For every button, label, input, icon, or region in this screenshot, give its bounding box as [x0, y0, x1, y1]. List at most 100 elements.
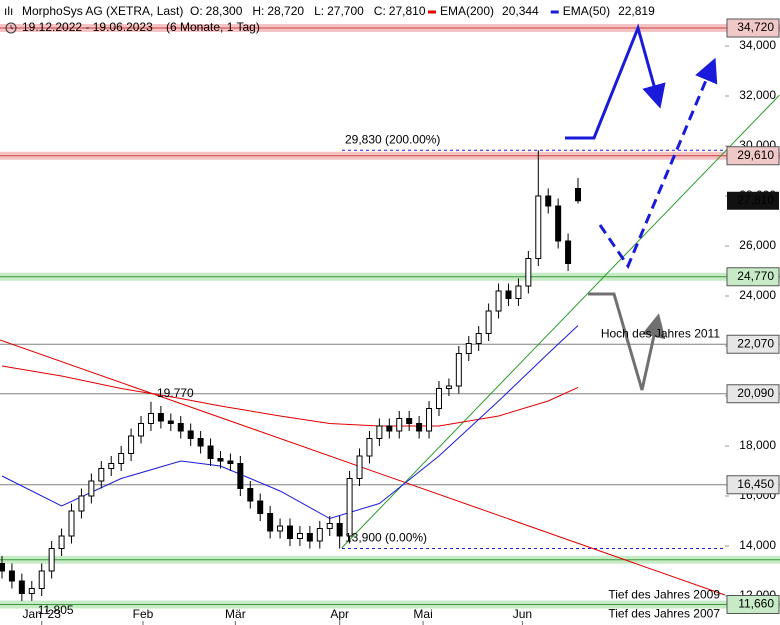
candle-body — [187, 430, 194, 439]
candle-body — [267, 513, 274, 532]
quote-label: C: — [374, 4, 386, 18]
y-tick-label: 34,000 — [739, 38, 776, 52]
level-label: 11,660 — [738, 597, 774, 611]
arrow-scenario — [598, 57, 718, 270]
x-tick-label: Jun — [513, 607, 532, 621]
labels: Hoch des Jahres 2011 Tief des Jahres 2009… — [38, 132, 721, 620]
candle-body — [376, 425, 383, 439]
arrow-scenario — [565, 23, 666, 140]
x-tick-label: Jan '23 — [23, 607, 62, 621]
candle-body — [455, 353, 462, 387]
quote-value: 27,700 — [327, 4, 364, 18]
levels — [0, 24, 780, 609]
level-label-box — [726, 334, 780, 354]
candle-body — [58, 535, 65, 549]
candle-body — [18, 580, 25, 594]
candle-body — [177, 423, 184, 432]
ema-line — [1, 325, 579, 520]
candle-body — [227, 460, 234, 464]
axis: 12,00014,00016,00018,00020,00022,00024,0… — [23, 18, 780, 625]
candle-body — [118, 453, 125, 464]
candle-body — [475, 333, 482, 344]
candle-body — [336, 523, 343, 537]
candle-body — [575, 188, 582, 202]
candle-body — [386, 425, 393, 432]
candle-body — [445, 385, 452, 389]
level-note: Hoch des Jahres 2011 — [601, 326, 721, 340]
candle-body — [406, 418, 413, 424]
candle-body — [277, 525, 284, 532]
arrow-scenario — [588, 292, 666, 391]
level-label: 34,720 — [737, 20, 774, 34]
candle-body — [128, 435, 135, 454]
legend-label: EMA(50) — [563, 4, 610, 18]
candle-body — [287, 525, 293, 539]
candle-body — [138, 423, 145, 437]
legend-value: 22,819 — [618, 4, 655, 18]
candle-body — [515, 285, 522, 299]
x-tick-label: Mai — [413, 607, 432, 621]
candle-body — [426, 408, 433, 432]
y-tick-label: 26,000 — [739, 238, 776, 252]
candle-body — [306, 533, 313, 542]
level-label-box — [726, 146, 780, 166]
candle-body — [147, 413, 154, 424]
level-label-box — [726, 267, 780, 287]
candle-body — [167, 420, 174, 424]
candle-body — [8, 570, 15, 582]
candles — [0, 150, 582, 601]
y-tick-label: 14,000 — [739, 538, 776, 552]
header: ılı MorphoSys AG (XETRA, Last) 19.12.202… — [4, 4, 655, 34]
candle-body — [0, 563, 5, 572]
last-price-box — [727, 191, 779, 210]
candle-body — [108, 463, 115, 469]
fib-label: 29,830 (200.00%) — [345, 132, 440, 146]
y-tick-label: 24,000 — [739, 288, 776, 302]
period: (6 Monate, 1 Tag) — [166, 20, 260, 34]
quote-label: L: — [314, 4, 324, 18]
annotation: 19.770 — [157, 386, 194, 400]
candle-body — [346, 478, 353, 537]
candle-body — [505, 290, 512, 299]
candle-body — [316, 528, 323, 542]
candle-body — [555, 205, 562, 242]
level-label-box — [726, 18, 780, 38]
level-label: 16,450 — [737, 477, 774, 491]
quote-value: 27,810 — [389, 4, 426, 18]
candle-body — [197, 438, 204, 447]
x-tick-label: Apr — [330, 607, 349, 621]
candle-body — [88, 480, 95, 497]
candle-body — [68, 510, 75, 537]
level-note: Tief des Jahres 2007 — [608, 607, 720, 621]
last-price: 27,810 — [737, 193, 774, 207]
icon: ılı — [4, 4, 13, 18]
fib-label: 13,900 (0.00%) — [345, 531, 427, 545]
candle-body — [78, 495, 85, 512]
candle-body — [207, 445, 214, 459]
legend-label: EMA(200) — [440, 4, 494, 18]
level-label: 20,090 — [737, 386, 774, 400]
candle-body — [157, 413, 164, 422]
quote-value: 28,300 — [206, 4, 243, 18]
candle-body — [98, 468, 105, 482]
drawings — [565, 23, 718, 391]
trendline — [341, 94, 780, 549]
level-label: 29,610 — [737, 148, 774, 162]
candle-body — [247, 488, 254, 502]
candle-body — [217, 458, 224, 462]
icon — [5, 22, 17, 34]
candle-body — [485, 310, 492, 334]
candle-body — [366, 438, 373, 457]
y-tick-label: 18,000 — [739, 438, 776, 452]
annotation: 11.805 — [38, 603, 74, 617]
candle-body — [326, 523, 333, 529]
level-label: 24,770 — [737, 269, 774, 283]
level-note: Tief des Jahres 2009 — [608, 588, 720, 602]
quote-value: 28,720 — [267, 4, 304, 18]
chart-title: MorphoSys AG (XETRA, Last) — [22, 4, 183, 18]
legend-value: 20,344 — [502, 4, 539, 18]
level-label: 22,070 — [737, 336, 774, 350]
candle-body — [435, 388, 442, 409]
